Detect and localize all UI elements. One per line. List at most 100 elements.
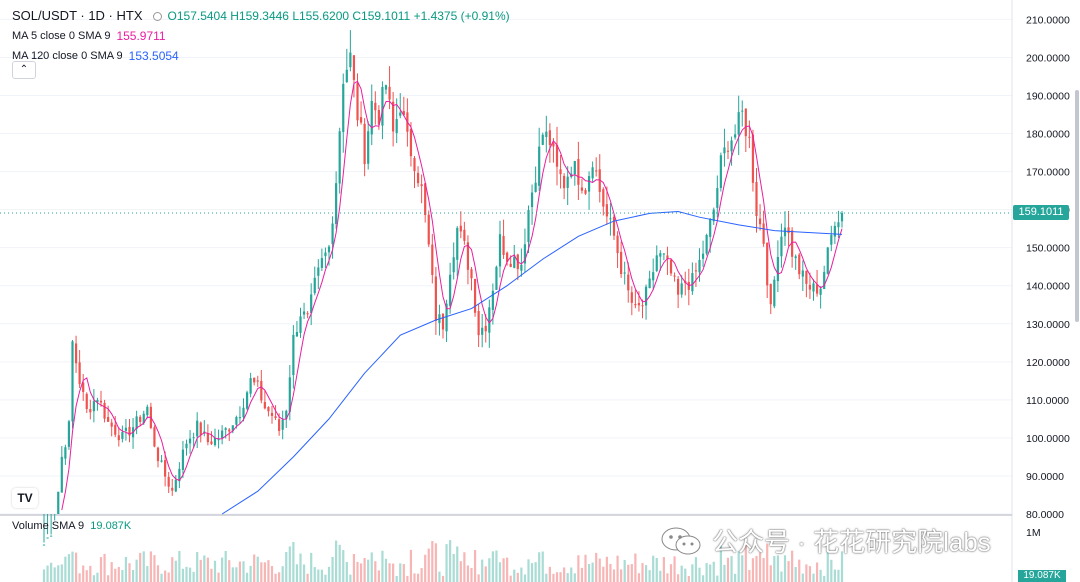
candle-body (484, 325, 487, 332)
volume-bar (616, 555, 619, 582)
volume-bar (755, 555, 758, 582)
indicator-ma120[interactable]: MA 120 close 0 SMA 9 153.5054 (12, 46, 510, 66)
candle-body (384, 85, 388, 90)
volume-bar (620, 569, 623, 582)
volume-bar (438, 571, 441, 582)
volume-bar (595, 552, 598, 582)
volume-bar (666, 573, 669, 582)
volume-bar (694, 557, 698, 582)
volume-bar (245, 572, 249, 582)
volume-bar (587, 564, 591, 582)
volume-bar (726, 557, 730, 582)
volume-value: 19.087K (90, 520, 132, 532)
indicator-ma5[interactable]: MA 5 close 0 SMA 9 155.9711 (12, 26, 510, 46)
candle-body (445, 303, 448, 332)
candle-body (837, 222, 840, 228)
volume-bar (349, 574, 352, 582)
volume-bar (338, 544, 341, 582)
candle-body (509, 263, 512, 267)
candle-body (335, 183, 338, 225)
ma5-line (61, 80, 843, 511)
symbol-title[interactable]: SOL/USDT · 1D · HTX (12, 8, 143, 23)
candle-body (456, 227, 459, 260)
candle-body (477, 311, 480, 336)
candle-body (42, 544, 46, 546)
volume-bar (42, 569, 46, 582)
candle-body (726, 150, 730, 152)
volume-bar (53, 567, 56, 582)
volume-bar (96, 572, 99, 582)
price-scale-scrollbar[interactable] (1075, 90, 1079, 322)
candle-body (245, 392, 249, 409)
volume-bar (335, 540, 338, 582)
candle-body (96, 399, 99, 403)
volume-bar (677, 574, 680, 582)
y-tick-label: 140.0000 (1026, 281, 1070, 293)
tradingview-logo[interactable]: TV (12, 488, 38, 508)
candle-body (644, 286, 648, 306)
volume-bar (352, 553, 356, 582)
candle-body (741, 110, 744, 112)
volume-bar (160, 573, 163, 582)
volume-bar (687, 575, 690, 582)
volume-bar (580, 567, 584, 582)
candle-body (381, 86, 384, 126)
volume-bar (719, 545, 722, 582)
candle-body (164, 460, 167, 477)
volume-bar (89, 565, 92, 582)
candle-body (178, 468, 181, 482)
volume-bar (46, 565, 49, 582)
volume-bar (641, 563, 644, 582)
y-tick-label: 210.0000 (1026, 14, 1070, 26)
candle-body (698, 259, 701, 273)
candle-body (399, 112, 402, 116)
volume-bar (605, 556, 608, 582)
volume-bar (57, 565, 60, 582)
candle-body (602, 189, 605, 207)
candle-body (313, 277, 316, 294)
candle-body (85, 393, 88, 410)
volume-bar (452, 553, 455, 582)
candle-body (324, 252, 327, 257)
symbol-row: SOL/USDT · 1D · HTX O157.5404 H159.3446 … (12, 6, 510, 26)
candle-body (520, 264, 523, 271)
volume-bar (363, 557, 366, 582)
volume-bar (427, 548, 430, 582)
volume-bar (758, 552, 762, 582)
volume-bar (256, 556, 259, 582)
volume-bar (288, 546, 291, 582)
volume-bar (612, 569, 616, 582)
volume-bar (342, 550, 345, 582)
candle-body (723, 147, 726, 154)
volume-bar (117, 567, 120, 582)
candle-body (174, 479, 177, 492)
candle-body (46, 537, 49, 539)
volume-bar (648, 570, 651, 582)
volume-bar (673, 556, 676, 582)
candle-body (167, 476, 170, 487)
volume-bar (249, 565, 252, 582)
candle-body (559, 169, 562, 175)
candle-body (256, 380, 259, 382)
volume-bar (798, 559, 801, 582)
candle-body (160, 460, 163, 462)
candle-body (142, 413, 145, 423)
market-status-icon (152, 11, 162, 21)
volume-bar (520, 567, 523, 582)
candle-body (263, 401, 266, 409)
volume-bar (206, 557, 209, 582)
volume-bar (153, 555, 156, 582)
candle-body (716, 188, 719, 208)
candle-body (449, 274, 452, 306)
volume-legend[interactable]: Volume SMA 9 19.087K (12, 520, 131, 532)
volume-bar (384, 558, 388, 582)
candle-body (367, 131, 370, 164)
candle-body (808, 284, 812, 290)
chevron-up-icon: ⌃ (19, 64, 29, 75)
candle-body (826, 247, 829, 274)
volume-bar (171, 557, 174, 582)
collapse-legend-button[interactable]: ⌃ (12, 61, 36, 79)
candle-body (377, 109, 380, 125)
volume-bar (356, 561, 359, 582)
